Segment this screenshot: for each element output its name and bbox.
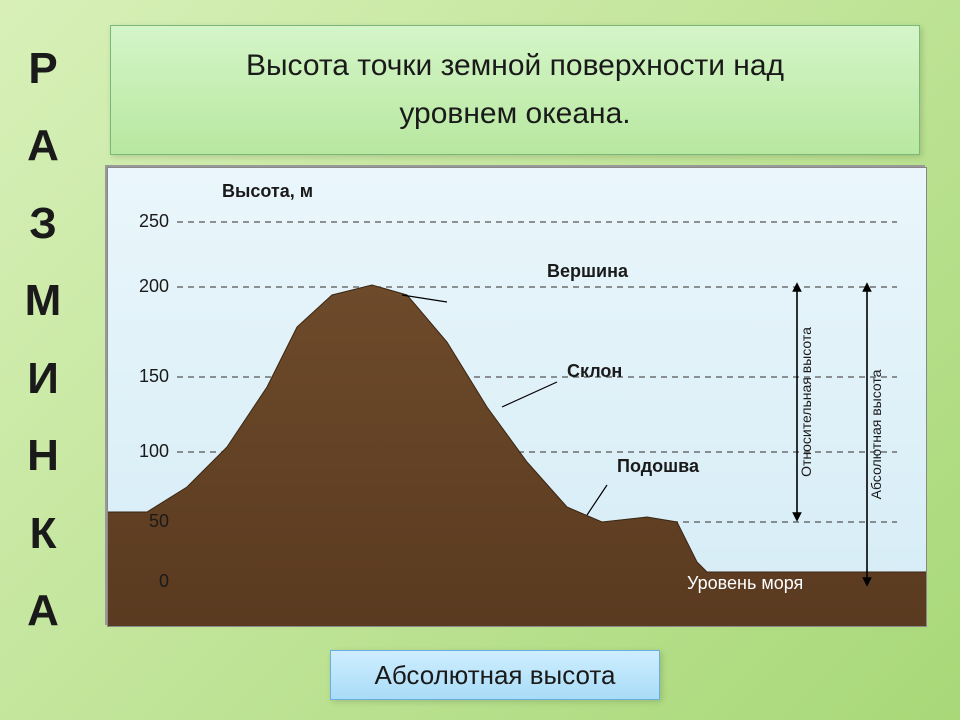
svg-text:Подошва: Подошва xyxy=(617,456,700,476)
sidebar-letter: И xyxy=(27,354,59,404)
hill-diagram: Высота, м 250 200 150 100 50 0 Вершина Склон Подо… xyxy=(105,165,925,625)
question-title-box: Высота точки земной поверхности над уров… xyxy=(110,25,920,155)
diagram-svg: Высота, м 250 200 150 100 50 0 Вершина Склон Подо… xyxy=(107,167,927,627)
sidebar-letter: А xyxy=(27,121,59,171)
svg-text:Относительная высота: Относительная высота xyxy=(798,327,814,477)
svg-text:0: 0 xyxy=(159,571,169,591)
svg-text:150: 150 xyxy=(139,366,169,386)
svg-text:250: 250 xyxy=(139,211,169,231)
svg-text:100: 100 xyxy=(139,441,169,461)
answer-label: Абсолютная высота xyxy=(374,660,615,691)
svg-text:Вершина: Вершина xyxy=(547,261,629,281)
svg-text:200: 200 xyxy=(139,276,169,296)
sidebar-letter: З xyxy=(29,199,57,249)
svg-text:Абсолютная высота: Абсолютная высота xyxy=(868,369,884,499)
question-line1: Высота точки земной поверхности над xyxy=(246,42,784,90)
sidebar-letter: Н xyxy=(27,431,59,481)
svg-text:Склон: Склон xyxy=(567,361,622,381)
sidebar-letter: М xyxy=(25,276,62,326)
svg-text:Высота, м: Высота, м xyxy=(222,181,313,201)
svg-text:50: 50 xyxy=(149,511,169,531)
question-line2: уровнем океана. xyxy=(399,90,630,138)
sidebar-letter: А xyxy=(27,586,59,636)
answer-box: Абсолютная высота xyxy=(330,650,660,700)
svg-text:Уровень моря: Уровень моря xyxy=(687,573,803,593)
sidebar-letter: К xyxy=(30,509,57,559)
sidebar-letter: Р xyxy=(28,44,57,94)
sidebar-warmup: Р А З М И Н К А xyxy=(8,30,78,650)
